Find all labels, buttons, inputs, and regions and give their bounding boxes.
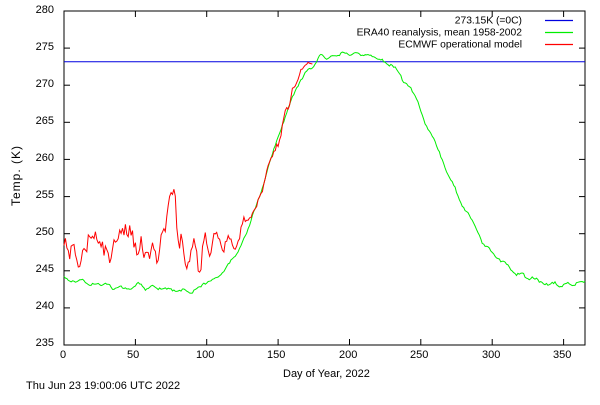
svg-text:ECMWF operational model: ECMWF operational model (398, 40, 522, 51)
svg-text:ERA40 reanalysis, mean 1958-20: ERA40 reanalysis, mean 1958-2002 (357, 28, 523, 39)
svg-text:273.15K (=0C): 273.15K (=0C) (455, 16, 522, 27)
